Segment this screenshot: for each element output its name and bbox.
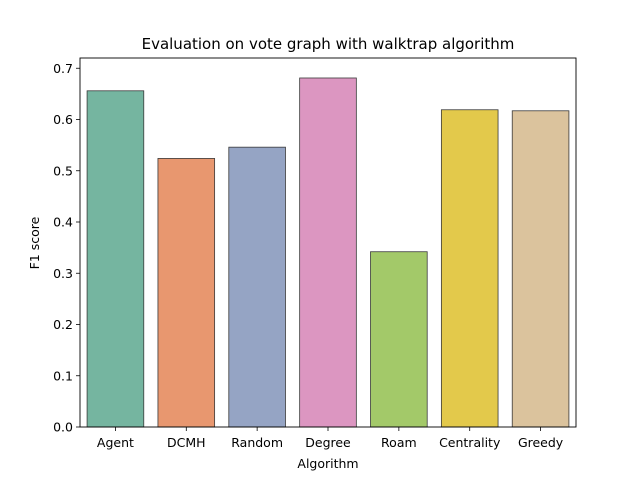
y-tick-label: 0.3 — [53, 266, 73, 281]
bar-dcmh — [157, 158, 216, 428]
bar-random — [228, 146, 286, 428]
x-tick-label: Roam — [381, 435, 417, 450]
y-tick-label: 0.6 — [53, 112, 73, 127]
x-tick-label: Greedy — [518, 435, 564, 450]
x-tick-label: Random — [231, 435, 283, 450]
x-tick-label: DCMH — [167, 435, 206, 450]
y-axis-label: F1 score — [27, 216, 42, 269]
y-tick-label: 0.5 — [53, 163, 73, 178]
x-axis: Agent DCMH Random Degree Roam Centrality Greed… — [97, 427, 564, 450]
x-tick-label: Agent — [97, 435, 134, 450]
y-tick-label: 0.4 — [53, 215, 73, 230]
y-tick-label: 0.7 — [53, 61, 73, 76]
x-tick-label: Degree — [305, 435, 351, 450]
bars-layer — [86, 77, 570, 428]
y-axis: 0.0 0.1 0.2 0.3 0.4 0.5 0.6 0.7 — [53, 61, 80, 435]
x-axis-label: Algorithm — [297, 456, 358, 471]
bar-roam — [370, 251, 428, 428]
y-tick-label: 0.0 — [53, 420, 73, 435]
y-tick-label: 0.2 — [53, 317, 73, 332]
bar-greedy — [511, 110, 570, 428]
chart-title: Evaluation on vote graph with walktrap a… — [142, 35, 515, 53]
y-tick-label: 0.1 — [53, 368, 73, 383]
bar-degree — [299, 77, 357, 428]
bar-centrality — [440, 109, 499, 428]
bar-agent — [86, 90, 145, 428]
x-tick-label: Centrality — [439, 435, 501, 450]
plot-frame — [79, 57, 577, 428]
